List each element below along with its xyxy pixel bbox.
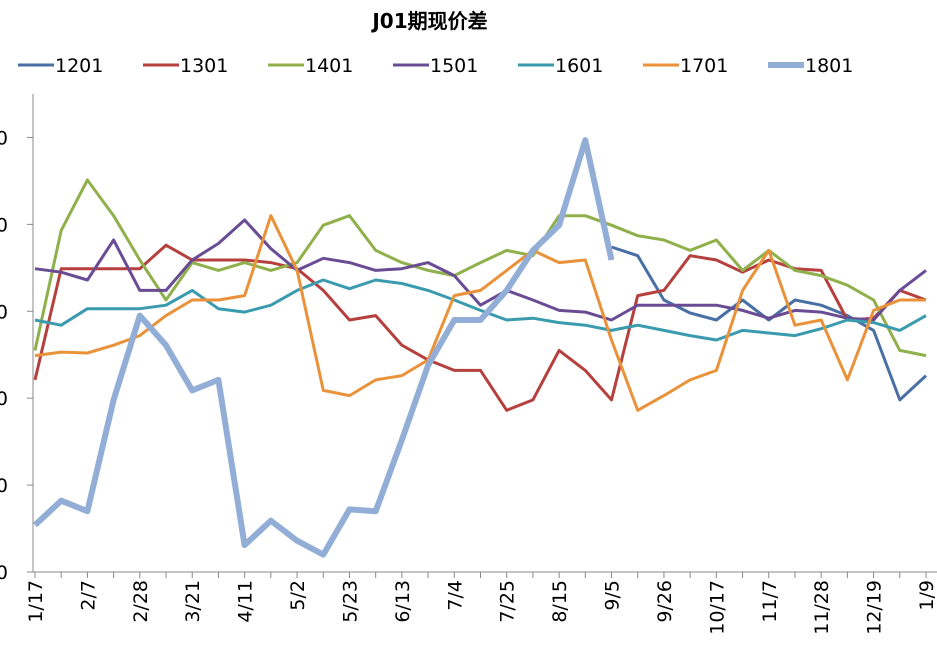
series-line [34, 278, 927, 342]
x-tick-label: 6/13 [392, 580, 414, 623]
x-tick-label: 4/11 [235, 580, 257, 623]
x-tick-label: 7/4 [444, 580, 466, 611]
series-line [611, 245, 928, 402]
y-tick-label: -100 [0, 388, 8, 410]
series-line [32, 137, 615, 558]
x-tick-label: 9/26 [654, 580, 676, 623]
legend-label: 1301 [180, 55, 228, 77]
y-tick-label: 0 [0, 301, 8, 323]
x-tick-label: 2/28 [130, 580, 152, 623]
chart-title: J01期现价差 [370, 9, 487, 33]
y-tick-label: 200 [0, 127, 8, 149]
x-tick-label: 10/17 [706, 580, 728, 635]
series-line [33, 178, 927, 358]
series-line [34, 214, 926, 412]
legend-label: 1401 [305, 55, 353, 77]
legend-label: 1201 [55, 55, 103, 77]
x-tick-label: 3/21 [182, 580, 204, 623]
x-tick-label: 1/17 [25, 580, 47, 623]
y-tick-label: 100 [0, 214, 8, 236]
x-tick-label: 11/28 [811, 580, 833, 635]
x-tick-label: 9/5 [602, 580, 624, 611]
legend-label: 1701 [680, 55, 728, 77]
x-tick-label: 8/15 [549, 580, 571, 623]
y-tick-label: -200 [0, 475, 8, 497]
x-tick-label: 5/2 [287, 580, 309, 611]
x-tick-label: 2/7 [77, 580, 99, 611]
legend-label: 1501 [430, 55, 478, 77]
x-tick-label: 7/25 [497, 580, 519, 623]
x-tick-label: 11/7 [759, 580, 781, 623]
x-tick-label: 5/23 [339, 580, 361, 623]
series-line [33, 243, 927, 412]
series-line [34, 218, 927, 322]
y-tick-label: -300 [0, 562, 8, 584]
x-tick-label: 1/9 [916, 580, 937, 611]
x-tick-label: 12/19 [864, 580, 886, 635]
legend-label: 1801 [805, 55, 853, 77]
legend-label: 1601 [555, 55, 603, 77]
